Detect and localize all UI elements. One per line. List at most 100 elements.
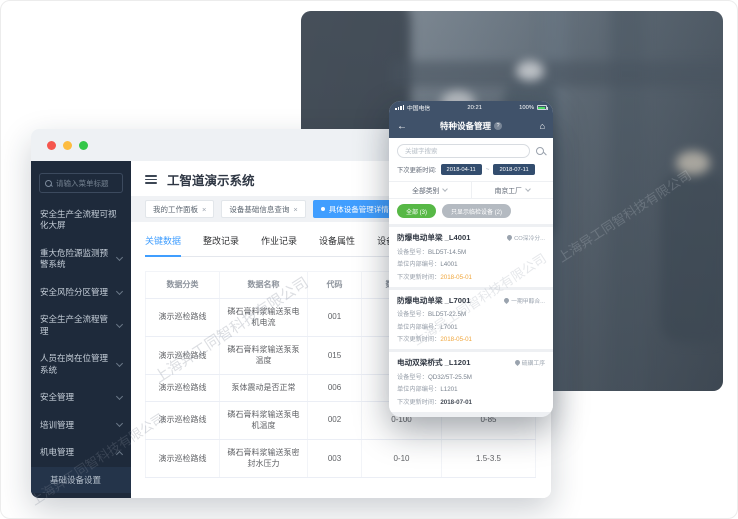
code-value: L7001 — [440, 323, 458, 331]
location-pin-icon — [513, 358, 521, 367]
tab-label: 具体设备管理详情 — [328, 204, 389, 214]
sidebar-item-safety-process[interactable]: 安全生产全流程管理 — [31, 306, 131, 345]
equipment-title: 防爆电动单梁 _L7001 — [397, 295, 471, 305]
tab-label: 我的工作面板 — [153, 204, 198, 214]
cell-range: 0-10 — [361, 439, 442, 478]
tab-device-attrs[interactable]: 设备属性 — [319, 236, 356, 246]
chevron-down-icon — [525, 186, 531, 192]
back-arrow-icon[interactable]: ← — [397, 120, 407, 132]
help-badge-icon[interactable]: ? — [494, 122, 502, 130]
location-text: 硫磺工序 — [521, 361, 545, 367]
model-label: 设备型号： — [397, 373, 428, 381]
phone-screenshot: 中国电信 20:21 100% ← 特种设备管理 ? ⌂ 下次更新时间: 201… — [389, 101, 553, 417]
date-from-button[interactable]: 2018-04-11 — [440, 164, 482, 175]
search-icon[interactable] — [536, 146, 545, 156]
tab-my-workbench[interactable]: 我的工作面板 × — [145, 200, 215, 218]
next-date-value: 2018-07-01 — [440, 398, 472, 406]
sidebar-subitem-device-info-query[interactable]: 设备基础信息查询 — [31, 493, 131, 498]
phone-search-row — [389, 138, 553, 162]
photo-worker-shape — [661, 173, 723, 343]
menu-icon[interactable] — [145, 175, 157, 184]
sidebar-search-input[interactable] — [56, 178, 117, 188]
close-icon[interactable]: × — [202, 204, 207, 214]
tab-device-info-query[interactable]: 设备基础信息查询 × — [221, 200, 306, 218]
cell-category: 演示巡检路线 — [145, 401, 220, 440]
equipment-title: 防爆电动单梁 _L4001 — [397, 233, 471, 242]
location-text: 一期甲醇合... — [511, 298, 545, 305]
next-date-value: 2018-05-01 — [440, 336, 472, 343]
cell-category: 演示巡检路线 — [145, 336, 220, 375]
col-header-name: 数据名称 — [219, 271, 308, 299]
tab-job-records[interactable]: 作业记录 — [261, 236, 298, 246]
model-value: BLD5T-14.5M — [427, 248, 467, 256]
col-header-category: 数据分类 — [145, 271, 220, 299]
cell-control-range: 1.5-3.5 — [441, 439, 536, 478]
sidebar-item-label: 培训管理 — [40, 419, 75, 430]
chip-inspection-only[interactable]: 只显示临检设备 (2) — [442, 204, 512, 218]
cell-category: 演示巡检路线 — [145, 298, 220, 337]
cell-code: 015 — [307, 336, 362, 375]
equipment-location: CO深冷分... — [506, 233, 545, 242]
sidebar-item-training[interactable]: 培训管理 — [31, 412, 131, 439]
next-label: 下次更新时间： — [397, 273, 441, 281]
window-minimize-dot[interactable] — [63, 140, 72, 150]
cell-code: 006 — [307, 374, 362, 402]
sidebar-subitem-basic-device[interactable]: 基础设备设置 — [31, 466, 131, 493]
sidebar-item-label: 安全风险分区管理 — [40, 286, 109, 297]
cell-name: 磷石膏料浆输送泵泵温度 — [219, 336, 308, 375]
model-value: QD32/5T-25.5M — [427, 373, 472, 381]
phone-select-row: 全部类别 南京工厂 — [389, 181, 553, 199]
cell-name: 磷石膏料浆输送泵密封水压力 — [219, 439, 308, 478]
phone-page-title: 特种设备管理 ? — [411, 120, 531, 132]
location-pin-icon — [503, 296, 511, 304]
sidebar-item-dashboard[interactable]: 安全生产全流程可视化大屏 — [31, 201, 131, 240]
battery-percent: 100% — [519, 104, 534, 111]
sidebar-item-safety-mgmt[interactable]: 安全管理 — [31, 384, 131, 411]
equipment-location: 一期甲醇合... — [503, 296, 545, 305]
date-filter-label: 下次更新时间: — [397, 167, 437, 174]
phone-search-input[interactable] — [397, 144, 530, 158]
sidebar-item-mechatronics[interactable]: 机电管理 — [31, 439, 131, 466]
sidebar-item-risk-zone[interactable]: 安全风险分区管理 — [31, 279, 131, 306]
page-title: 工智道演示系统 — [167, 174, 255, 188]
sidebar: 安全生产全流程可视化大屏 重大危险源监测预警系统 安全风险分区管理 安全生产全流… — [31, 161, 131, 498]
code-value: L4001 — [440, 261, 458, 268]
cell-name: 泵体震动是否正常 — [219, 374, 308, 402]
list-item[interactable]: 防爆电动单梁 _L4001 CO深冷分... 设备型号：BLD5T-14.5M … — [389, 227, 553, 287]
model-label: 设备型号： — [397, 248, 428, 256]
search-icon — [45, 179, 52, 187]
table-row[interactable]: 演示巡检路线 磷石膏料浆输送泵电机温度 002 0-100 0-85 — [145, 401, 536, 440]
photo-helmet-shape — [676, 151, 710, 175]
battery-icon — [536, 105, 548, 110]
sidebar-search[interactable] — [39, 173, 123, 193]
sidebar-item-label: 机电管理 — [40, 447, 75, 458]
location-text: CO深冷分... — [514, 236, 545, 242]
col-header-code: 代码 — [307, 271, 362, 299]
chevron-up-icon — [115, 450, 124, 458]
sidebar-item-personnel[interactable]: 人员在岗在位管理系统 — [31, 345, 131, 384]
photo-helmet-shape — [516, 61, 544, 81]
factory-select[interactable]: 南京工厂 — [470, 182, 554, 198]
list-item[interactable]: 电动双梁桥式 _L1201 硫磺工序 设备型号：QD32/5T-25.5M 单位… — [389, 352, 553, 412]
equipment-location: 硫磺工序 — [513, 358, 545, 367]
chip-all[interactable]: 全部 (3) — [397, 204, 437, 218]
date-to-button[interactable]: 2018-07-11 — [493, 164, 535, 175]
window-close-dot[interactable] — [47, 140, 56, 150]
close-icon[interactable]: × — [293, 204, 298, 214]
home-icon[interactable]: ⌂ — [539, 121, 545, 131]
chevron-down-icon — [115, 420, 124, 428]
list-item[interactable]: 防爆电动单梁 _L7001 一期甲醇合... 设备型号：BLD5T-22.5M … — [389, 289, 553, 349]
chevron-down-icon — [115, 320, 124, 328]
window-zoom-dot[interactable] — [79, 140, 88, 150]
category-select[interactable]: 全部类别 — [389, 182, 471, 198]
tab-rectify-records[interactable]: 整改记录 — [203, 236, 240, 246]
table-row[interactable]: 演示巡检路线 磷石膏料浆输送泵密封水压力 003 0-10 1.5-3.5 — [145, 439, 536, 478]
tab-key-data[interactable]: 关键数据 — [145, 234, 182, 257]
sidebar-item-label: 人员在岗在位管理系统 — [40, 353, 109, 375]
status-left: 中国电信 — [395, 103, 430, 112]
cell-category: 演示巡检路线 — [145, 374, 220, 402]
code-label: 单位内部编号： — [397, 386, 441, 393]
sidebar-item-hazard-monitor[interactable]: 重大危险源监测预警系统 — [31, 240, 131, 279]
factory-select-value: 南京工厂 — [494, 188, 522, 195]
